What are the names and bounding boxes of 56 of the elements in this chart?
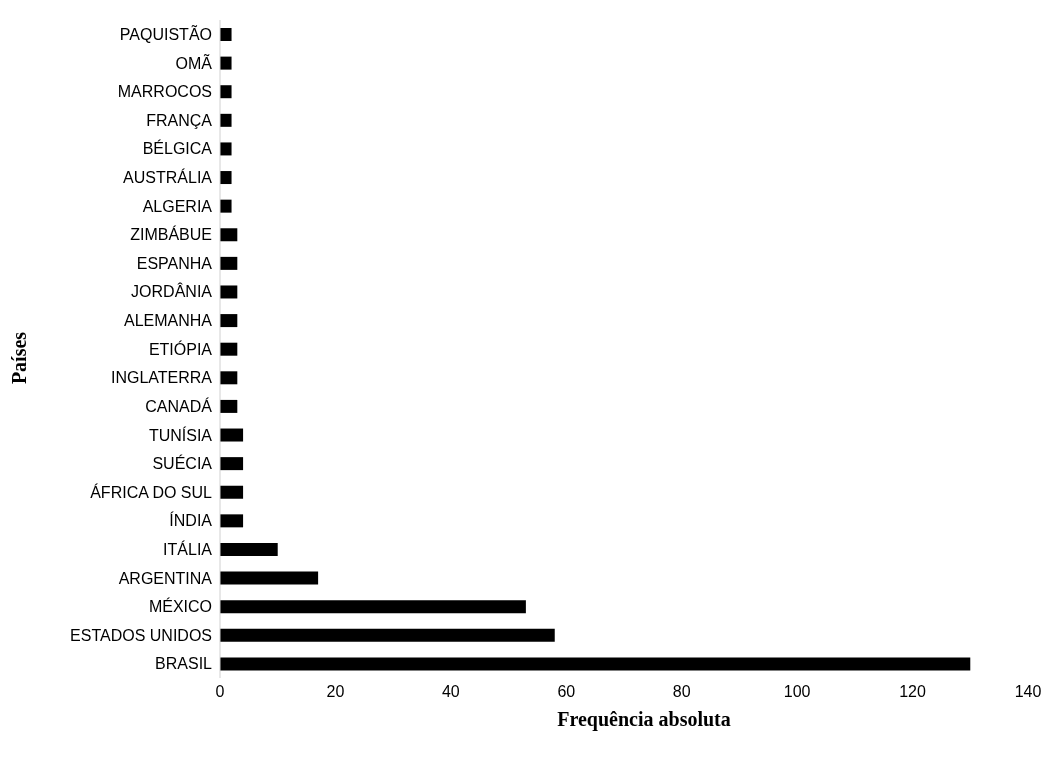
y-tick-label: SUÉCIA: [152, 454, 213, 473]
bar: [220, 428, 244, 442]
bar: [220, 657, 971, 671]
bar: [220, 56, 232, 70]
bar: [220, 600, 526, 614]
y-axis-title: Países: [8, 331, 30, 385]
y-tick-label: BRASIL: [155, 655, 213, 673]
bar: [220, 285, 238, 299]
bar: [220, 514, 244, 528]
x-tick-label: 100: [783, 683, 811, 701]
y-tick-label: OMÃ: [175, 52, 213, 72]
y-tick-label: BÉLGICA: [142, 139, 213, 158]
bar: [220, 314, 238, 328]
y-tick-label: PAQUISTÃO: [119, 23, 212, 43]
y-tick-label: ARGENTINA: [118, 569, 213, 587]
y-tick-label: ZIMBÁBUE: [130, 225, 212, 244]
y-tick-label: ÍNDIA: [169, 511, 213, 530]
y-tick-label: MÉXICO: [148, 597, 212, 616]
x-tick-label: 140: [1014, 683, 1042, 701]
bar: [220, 228, 238, 242]
bar: [220, 256, 238, 270]
y-tick-label: MARROCOS: [117, 83, 212, 101]
bar: [220, 113, 232, 127]
bar: [220, 399, 238, 413]
bar: [220, 342, 238, 356]
bar: [220, 571, 319, 585]
bar: [220, 457, 244, 471]
x-tick-label: 40: [441, 683, 460, 701]
bar: [220, 485, 244, 499]
y-tick-label: TUNÍSIA: [148, 425, 213, 444]
x-tick-label: 0: [215, 683, 225, 701]
x-tick-label: 60: [557, 683, 576, 701]
bar: [220, 199, 232, 213]
bar: [220, 85, 232, 99]
y-tick-label: ESPANHA: [136, 254, 213, 272]
y-tick-label: ALEMANHA: [123, 312, 213, 330]
x-tick-label: 80: [672, 683, 691, 701]
x-tick-label: 20: [326, 683, 345, 701]
bar: [220, 142, 232, 156]
x-tick-label: 120: [899, 683, 927, 701]
y-tick-label: INGLATERRA: [110, 369, 213, 387]
x-axis-title: Frequência absoluta: [557, 708, 731, 730]
bar: [220, 371, 238, 385]
y-tick-label: ESTADOS UNIDOS: [70, 626, 212, 644]
y-tick-label: AUSTRÁLIA: [123, 168, 213, 187]
y-tick-label: ETIÓPIA: [148, 339, 213, 358]
bar: [220, 171, 232, 185]
y-tick-label: ALGERIA: [142, 197, 213, 215]
y-tick-label: CANADÁ: [145, 396, 213, 415]
y-tick-label: FRANÇA: [146, 111, 213, 129]
y-tick-label: ÁFRICA DO SUL: [90, 482, 213, 501]
y-tick-label: ITÁLIA: [163, 539, 213, 558]
y-tick-label: JORDÂNIA: [131, 282, 213, 301]
bar: [220, 628, 555, 642]
bar: [220, 28, 232, 41]
bar: [220, 542, 278, 556]
